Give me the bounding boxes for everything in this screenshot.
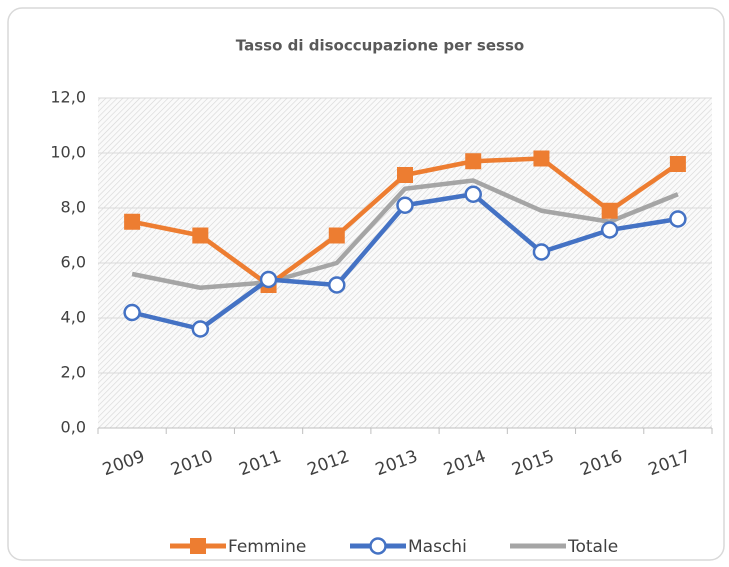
legend-label: Totale: [567, 537, 618, 557]
legend-marker: [369, 537, 387, 555]
marker: [191, 320, 210, 338]
marker: [600, 221, 619, 239]
y-tick-label: 4,0: [61, 308, 86, 327]
marker: [465, 153, 482, 170]
chart-title: Tasso di disoccupazione per sesso: [236, 37, 524, 55]
marker: [328, 227, 345, 244]
y-tick-label: 8,0: [61, 198, 86, 217]
y-tick-label: 10,0: [50, 143, 86, 162]
marker: [328, 276, 346, 294]
marker: [123, 303, 141, 322]
series-line: [131, 178, 679, 290]
marker: [532, 243, 551, 261]
marker: [601, 202, 618, 219]
marker: [533, 150, 550, 167]
y-tick-label: 0,0: [61, 418, 86, 437]
legend-item: Totale: [510, 537, 618, 557]
legend-marker: [190, 538, 206, 554]
y-tick-label: 2,0: [61, 363, 86, 382]
legend-item: Femmine: [170, 537, 306, 557]
marker: [464, 185, 482, 203]
y-tick-label: 6,0: [61, 253, 86, 272]
marker: [669, 156, 686, 172]
marker: [124, 213, 141, 230]
marker: [397, 167, 413, 183]
marker: [259, 270, 278, 289]
marker: [669, 210, 687, 228]
legend-item: Maschi: [350, 537, 467, 557]
legend-label: Femmine: [228, 537, 306, 557]
legend-label: Maschi: [408, 537, 467, 557]
y-tick-label: 12,0: [50, 88, 86, 107]
marker: [192, 227, 209, 244]
marker: [396, 196, 414, 214]
